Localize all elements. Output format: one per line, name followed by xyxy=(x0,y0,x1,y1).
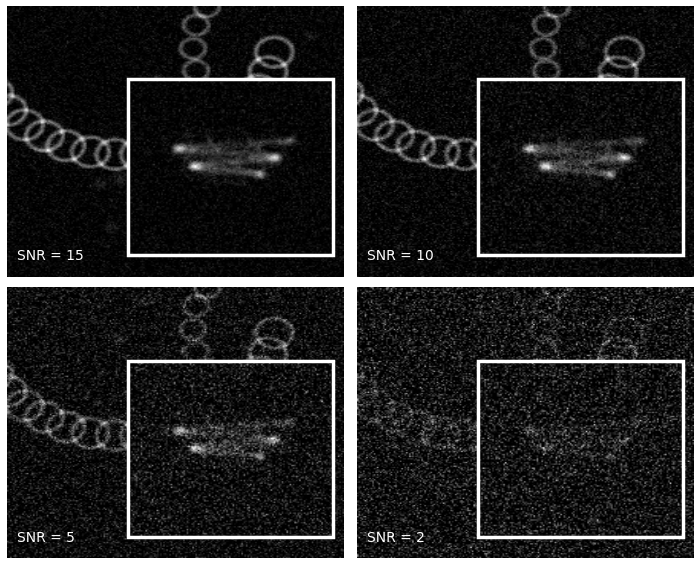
Text: SNR = 15: SNR = 15 xyxy=(17,249,84,263)
Text: SNR = 2: SNR = 2 xyxy=(367,531,425,545)
Text: SNR = 10: SNR = 10 xyxy=(367,249,433,263)
Text: SNR = 5: SNR = 5 xyxy=(17,531,75,545)
